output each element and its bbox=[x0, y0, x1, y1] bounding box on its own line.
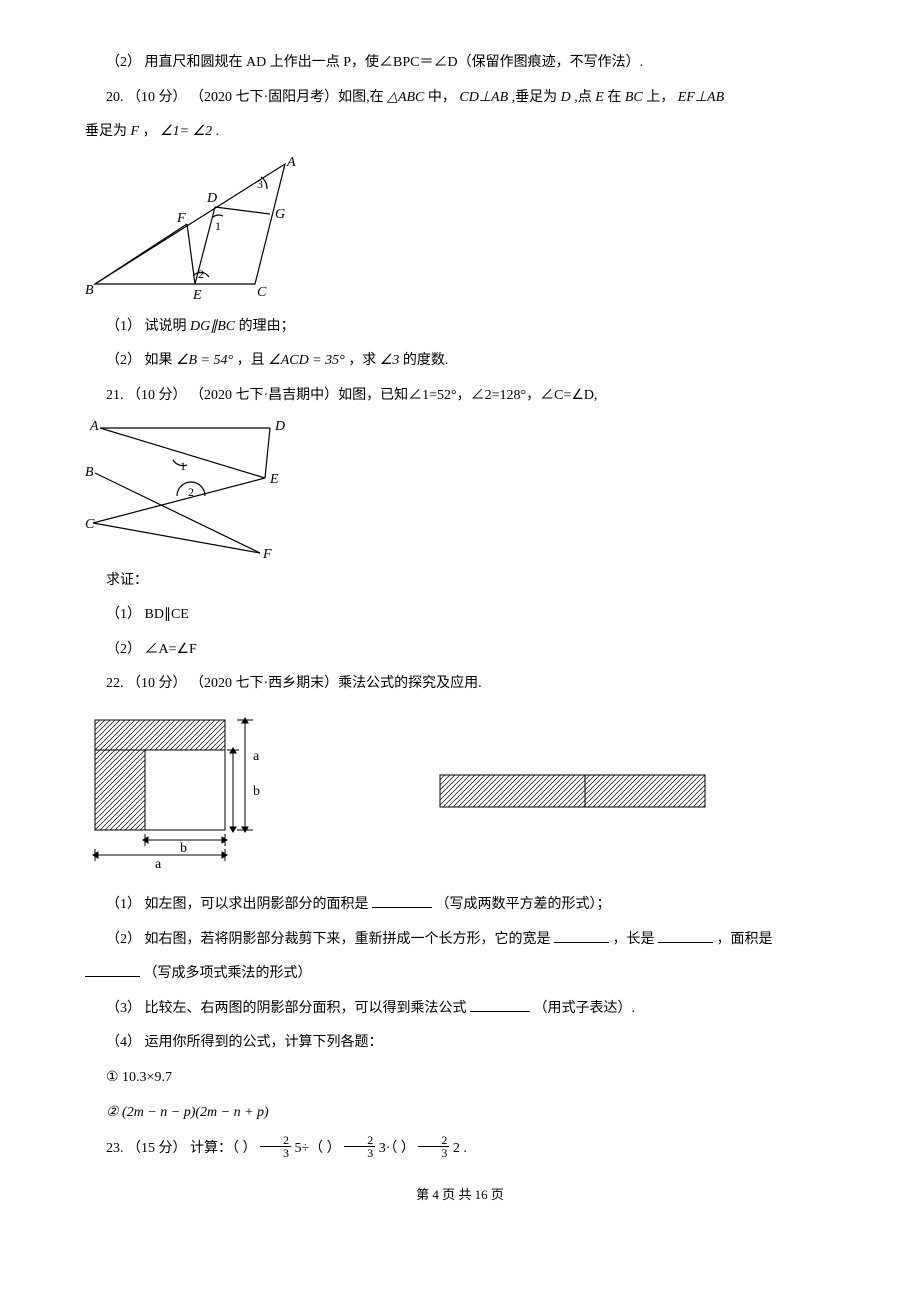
q20-head: 20. （10 分） （2020 七下·固阳月考）如图,在 bbox=[106, 90, 387, 105]
q22-sub2-line2: （写成多项式乘法的形式） bbox=[85, 961, 835, 988]
q20-m5: BC bbox=[625, 90, 643, 105]
label-F: F bbox=[176, 211, 186, 226]
q23-b: 5÷（ ） bbox=[295, 1141, 341, 1156]
label-b-h: b bbox=[180, 841, 187, 856]
blank-5[interactable] bbox=[470, 998, 530, 1012]
label-a-h: a bbox=[155, 857, 162, 870]
label-3: 3 bbox=[257, 177, 263, 191]
q22-sub2: （2） 如右图，若将阴影部分裁剪下来，重新拼成一个长方形，它的宽是 ，长是 ，面… bbox=[85, 927, 835, 954]
q20-sub1m: DG∥BC bbox=[190, 319, 235, 334]
q20-m2: CD⊥AB bbox=[459, 90, 508, 105]
q21-label-C: C bbox=[85, 517, 95, 532]
q21-label-A: A bbox=[89, 419, 99, 434]
q20-tail1: 垂足为 bbox=[85, 124, 131, 139]
label-B: B bbox=[85, 283, 94, 298]
q20-sub2: （2） 如果 ∠B = 54° ，且 ∠ACD = 35° ，求 ∠3 的度数. bbox=[85, 348, 835, 375]
q20-sub2d: 的度数. bbox=[403, 353, 449, 368]
label-A: A bbox=[286, 155, 296, 170]
label-D: D bbox=[206, 191, 217, 206]
q21-sub1: （1） BD∥CE bbox=[85, 602, 835, 629]
blank-1[interactable] bbox=[372, 894, 432, 908]
q20-sub2m2: ∠ACD = 35° bbox=[268, 353, 345, 368]
blank-4[interactable] bbox=[85, 963, 140, 977]
q22-sub2a: （2） 如右图，若将阴影部分裁剪下来，重新拼成一个长方形，它的宽是 bbox=[106, 932, 551, 947]
q20-tail3: . bbox=[216, 124, 220, 139]
q20-sub2c: ，求 bbox=[348, 353, 380, 368]
q20-m6: EF⊥AB bbox=[678, 90, 724, 105]
label-b-v: b bbox=[253, 784, 260, 799]
q20-header: 20. （10 分） （2020 七下·固阳月考）如图,在 △ABC 中， CD… bbox=[85, 85, 835, 112]
q20-t4: 在 bbox=[607, 90, 625, 105]
q21-diagram: A B C D E F 1 2 bbox=[85, 418, 295, 558]
q20-m4: E bbox=[595, 90, 604, 105]
q20-sub2m1: ∠B = 54° bbox=[176, 353, 233, 368]
label-a-v: a bbox=[253, 749, 260, 764]
label-C: C bbox=[257, 285, 267, 300]
q22-sub1a: （1） 如左图，可以求出阴影部分的面积是 bbox=[106, 897, 369, 912]
q22-right-figure bbox=[435, 765, 715, 815]
q21-label-F: F bbox=[262, 547, 272, 558]
q21-header: 21. （10 分） （2020 七下·昌吉期中）如图，已知∠1=52°，∠2=… bbox=[85, 383, 835, 410]
page-footer: 第 4 页 共 16 页 bbox=[85, 1183, 835, 1208]
q22-item1-text: ① 10.3×9.7 bbox=[106, 1070, 172, 1085]
label-G: G bbox=[275, 207, 285, 222]
q20-sub2m3: ∠3 bbox=[380, 353, 400, 368]
q21-label-E: E bbox=[269, 472, 279, 487]
q20-sub2b: ，且 bbox=[237, 353, 269, 368]
q23-a: 23. （15 分） 计算：（ ） bbox=[106, 1141, 257, 1156]
q22-sub3: （3） 比较左、右两图的阴影部分面积，可以得到乘法公式 （用式子表达）. bbox=[85, 996, 835, 1023]
q22-item2-text: ② (2m − n − p)(2m − n + p) bbox=[106, 1105, 269, 1120]
q21-prove: 求证： bbox=[85, 568, 835, 595]
label-2: 2 bbox=[198, 267, 204, 281]
q20-m8: ∠1= ∠2 bbox=[160, 124, 212, 139]
q20-t1: 中， bbox=[428, 90, 460, 105]
q21-label-1: 1 bbox=[180, 459, 186, 473]
q22-sub2b: ，长是 bbox=[613, 932, 655, 947]
q22-header: 22. （10 分） （2020 七下·西乡期末）乘法公式的探究及应用. bbox=[85, 671, 835, 698]
q22-sub1b: （写成两数平方差的形式）； bbox=[436, 897, 611, 912]
q23-d: 2 . bbox=[453, 1141, 467, 1156]
q20-t2: ,垂足为 bbox=[512, 90, 561, 105]
frac-3: 23 bbox=[418, 1134, 449, 1159]
q22-sub3a: （3） 比较左、右两图的阴影部分面积，可以得到乘法公式 bbox=[106, 1001, 467, 1016]
q22-sub1: （1） 如左图，可以求出阴影部分的面积是 （写成两数平方差的形式）； bbox=[85, 892, 835, 919]
q20-m1: △ABC bbox=[387, 90, 424, 105]
q20-sub2a: （2） 如果 bbox=[106, 353, 176, 368]
label-1: 1 bbox=[215, 219, 221, 233]
q20-diagram: A B C D E F G 1 2 3 bbox=[85, 154, 305, 304]
q22-item1: ① 10.3×9.7 bbox=[85, 1065, 835, 1092]
q23: 23. （15 分） 计算：（ ） 23 5÷（ ） 23 3·（ ） 23 2… bbox=[85, 1136, 835, 1163]
q20-sub1: （1） 试说明 DG∥BC 的理由； bbox=[85, 314, 835, 341]
q20-tail2: ， bbox=[143, 124, 161, 139]
q20-sub1b: 的理由； bbox=[239, 319, 295, 334]
frac-2: 23 bbox=[344, 1134, 375, 1159]
q22-left-figure: a b b a bbox=[85, 710, 285, 870]
blank-2[interactable] bbox=[554, 929, 609, 943]
q20-m3: D bbox=[561, 90, 571, 105]
q21-label-D: D bbox=[274, 419, 285, 434]
frac-1: 23 bbox=[260, 1134, 291, 1159]
q22-sub4: （4） 运用你所得到的公式，计算下列各题： bbox=[85, 1030, 835, 1057]
q20-sub1a: （1） 试说明 bbox=[106, 319, 190, 334]
q22-sub3b: （用式子表达）. bbox=[534, 1001, 636, 1016]
q22-sub2c: ，面积是 bbox=[717, 932, 773, 947]
q23-c: 3·（ ） bbox=[379, 1141, 415, 1156]
q20-t5: 上， bbox=[646, 90, 678, 105]
q21-label-B: B bbox=[85, 465, 94, 480]
q19-part2: （2） 用直尺和圆规在 AD 上作出一点 P，使∠BPC＝∠D（保留作图痕迹，不… bbox=[85, 50, 835, 77]
q22-item2: ② (2m − n − p)(2m − n + p) bbox=[85, 1100, 835, 1127]
blank-3[interactable] bbox=[658, 929, 713, 943]
q21-sub2: （2） ∠A=∠F bbox=[85, 637, 835, 664]
q21-label-2: 2 bbox=[188, 485, 194, 499]
q20-m7: F bbox=[131, 124, 140, 139]
label-E: E bbox=[192, 288, 202, 303]
q20-tail: 垂足为 F ， ∠1= ∠2 . bbox=[85, 119, 835, 146]
q20-t3: ,点 bbox=[574, 90, 595, 105]
q22-sub2d: （写成多项式乘法的形式） bbox=[144, 966, 312, 981]
